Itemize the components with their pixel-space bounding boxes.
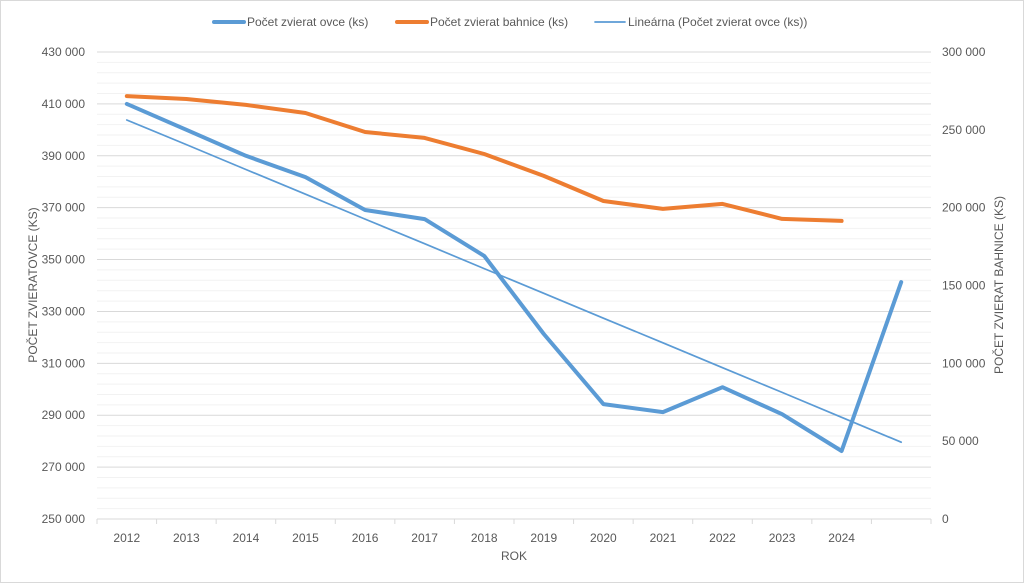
x-tick-label: 2018 (471, 531, 498, 545)
y2-tick-label: 100 000 (942, 356, 986, 370)
y-tick-label: 430 000 (42, 45, 86, 59)
legend-label: Počet zvierat ovce (ks) (247, 15, 368, 29)
legend-label: Počet zvierat bahnice (ks) (430, 15, 568, 29)
y-tick-label: 330 000 (42, 304, 86, 318)
x-tick-label: 2015 (292, 531, 319, 545)
x-axis-title: ROK (501, 549, 527, 563)
legend-item: Lineárna (Počet zvierat ovce (ks)) (595, 15, 807, 29)
x-tick-label: 2023 (769, 531, 796, 545)
legend: Počet zvierat ovce (ks) Počet zvierat bah… (214, 15, 807, 29)
y-tick-label: 410 000 (42, 97, 86, 111)
y-tick-label: 370 000 (42, 201, 86, 215)
x-tick-label: 2016 (352, 531, 379, 545)
x-tick-label: 2017 (411, 531, 438, 545)
y2-axis-title: POČET ZVIERAT BAHNICE (KS) (991, 196, 1006, 374)
y-tick-label: 270 000 (42, 460, 86, 474)
y2-tick-label: 50 000 (942, 434, 979, 448)
y2-tick-label: 150 000 (942, 279, 986, 293)
y2-tick-label: 300 000 (942, 45, 986, 59)
y-tick-label: 310 000 (42, 356, 86, 370)
trendline-ovce (127, 120, 901, 442)
x-axis: 2012 2013 2014 2015 2016 2017 2018 2019 2020 2021… (97, 519, 931, 545)
x-tick-label: 2012 (113, 531, 140, 545)
x-tick-label: 2020 (590, 531, 617, 545)
y-axis-title: POČET ZVIERATOVCE (KS) (25, 207, 40, 362)
x-tick-label: 2024 (828, 531, 855, 545)
y-tick-label: 250 000 (42, 512, 86, 526)
legend-item: Počet zvierat bahnice (ks) (397, 15, 568, 29)
x-tick-label: 2014 (233, 531, 260, 545)
y2-tick-label: 200 000 (942, 201, 986, 215)
y-tick-label: 390 000 (42, 149, 86, 163)
series-line-bahnice (127, 96, 842, 221)
series-lines (127, 96, 901, 451)
x-tick-label: 2013 (173, 531, 200, 545)
y2-tick-label: 0 (942, 512, 949, 526)
y-tick-label: 350 000 (42, 253, 86, 267)
y-axis-left: 250 000 270 000 290 000 310 000 330 000 350 0… (42, 45, 86, 526)
y2-tick-label: 250 000 (942, 123, 986, 137)
y-tick-label: 290 000 (42, 408, 86, 422)
x-tick-label: 2019 (530, 531, 557, 545)
x-tick-label: 2022 (709, 531, 736, 545)
y-axis-right: 0 50 000 100 000 150 000 200 000 250 000 300 0… (942, 45, 986, 526)
x-tick-label: 2021 (650, 531, 677, 545)
legend-item: Počet zvierat ovce (ks) (214, 15, 368, 29)
legend-label: Lineárna (Počet zvierat ovce (ks)) (628, 15, 807, 29)
